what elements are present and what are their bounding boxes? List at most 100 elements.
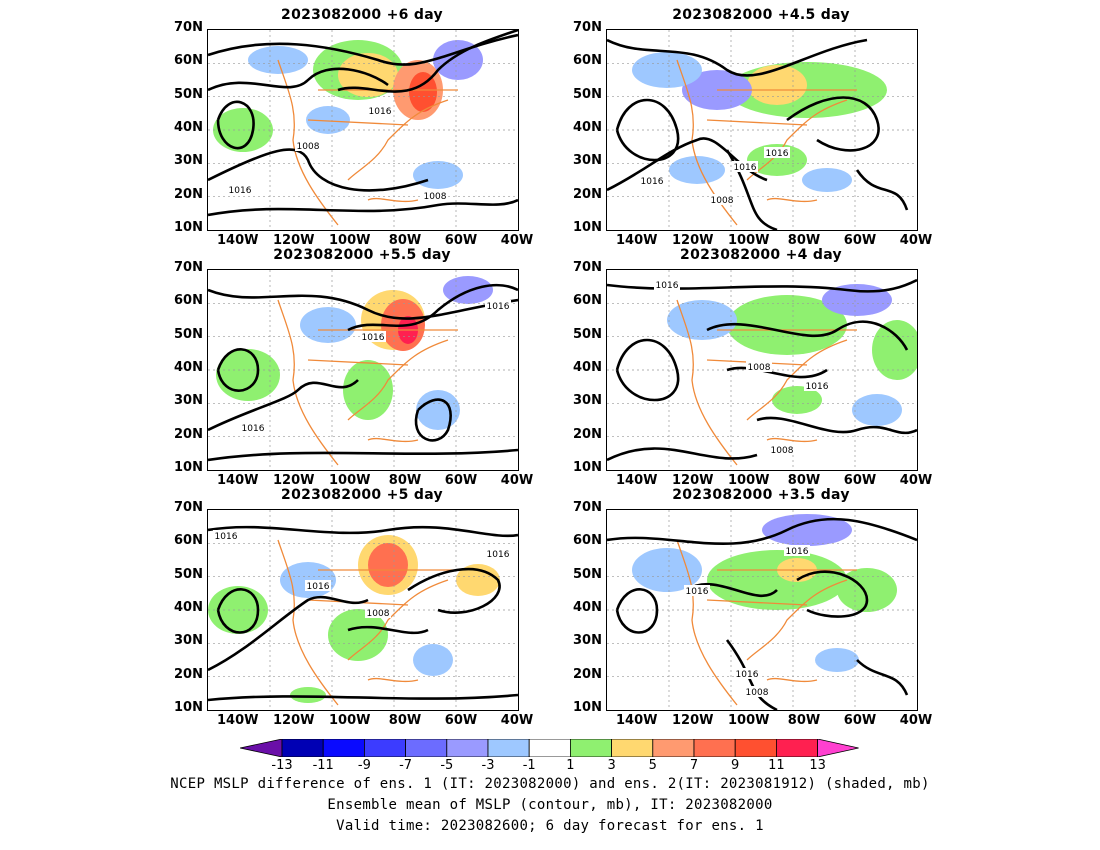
- contour-label: 1008: [367, 609, 390, 619]
- map-plot: 1016 1016 1008 1016: [208, 510, 518, 710]
- contour-label: 1016: [686, 587, 709, 597]
- mslp-contour: [347, 283, 518, 332]
- shaded-anomaly: [306, 106, 350, 134]
- map-panel: 1016 1008 1016 1008: [606, 269, 918, 471]
- shaded-anomaly: [290, 687, 326, 703]
- shaded-anomaly: [747, 65, 807, 105]
- colorbar-label: -9: [357, 758, 371, 773]
- mslp-contour: [615, 98, 680, 162]
- mslp-contour: [208, 148, 429, 192]
- contour-label: 1016: [229, 186, 252, 196]
- shaded-anomaly: [762, 514, 852, 546]
- shaded-anomaly: [343, 360, 393, 420]
- mslp-contour: [216, 100, 255, 150]
- lon-tick-label: 40W: [500, 713, 534, 728]
- contour-label: 1016: [641, 177, 664, 187]
- map-plot: 1016 1016 1016 1008: [607, 510, 917, 710]
- lon-tick-label: 140W: [217, 473, 259, 488]
- contour-label: 1016: [734, 163, 757, 173]
- lat-tick-label: 70N: [174, 500, 203, 515]
- coastline: [277, 539, 458, 706]
- lon-tick-label: 100W: [728, 473, 770, 488]
- lat-tick-label: 70N: [573, 20, 602, 35]
- mslp-contour: [726, 366, 828, 379]
- contour-label: 1016: [307, 582, 330, 592]
- shaded-anomaly: [413, 644, 453, 676]
- colorbar-label: -7: [399, 758, 413, 773]
- lat-tick-label: 50N: [573, 326, 602, 342]
- contour-label: 1008: [711, 196, 734, 206]
- lon-tick-label: 80W: [388, 233, 422, 248]
- lon-tick-label: 40W: [899, 473, 933, 488]
- lat-tick-label: 30N: [174, 153, 203, 169]
- lat-tick-label: 10N: [174, 700, 203, 715]
- lat-tick-label: 30N: [174, 393, 203, 409]
- lon-tick-label: 80W: [388, 713, 422, 728]
- map-plot: 1016 1008 1016 1008: [607, 270, 917, 470]
- lon-tick-label: 40W: [500, 473, 534, 488]
- lat-tick-label: 10N: [573, 460, 602, 475]
- map-plot: 1016 1008 1016 1008: [208, 30, 518, 230]
- colorbar-label: 1: [566, 758, 575, 773]
- contour-label: 1016: [656, 281, 679, 291]
- lon-tick-label: 120W: [672, 713, 714, 728]
- lon-tick-label: 40W: [899, 233, 933, 248]
- colorbar-swatch: [569, 739, 612, 757]
- lat-tick-label: 50N: [573, 86, 602, 102]
- mslp-contour: [208, 448, 518, 462]
- lat-tick-label: 60N: [174, 53, 203, 69]
- shaded-anomaly: [667, 300, 737, 340]
- colorbar-swatch: [281, 739, 324, 757]
- map-panel: 1016 1016 1008 1016: [207, 509, 519, 711]
- shaded-anomaly: [456, 564, 500, 596]
- lon-tick-label: 80W: [787, 233, 821, 248]
- mslp-contour: [208, 198, 518, 217]
- lon-tick-label: 120W: [273, 713, 315, 728]
- mslp-contour: [216, 588, 260, 634]
- map-panel: 1016 1016 1016 1008: [606, 29, 918, 231]
- shaded-anomaly: [852, 394, 902, 426]
- lon-tick-label: 120W: [672, 473, 714, 488]
- colorbar-swatch: [652, 739, 695, 757]
- lat-tick-label: 40N: [573, 360, 602, 375]
- shaded-anomaly: [328, 609, 388, 661]
- shaded-anomaly: [772, 386, 822, 414]
- lat-tick-label: 30N: [573, 153, 602, 169]
- lat-tick-label: 10N: [174, 220, 203, 235]
- colorbar-swatch: [322, 739, 365, 757]
- lon-tick-label: 100W: [329, 473, 371, 488]
- contour-label: 1016: [766, 149, 789, 159]
- contour-label: 1008: [297, 142, 320, 152]
- mslp-contour: [208, 693, 518, 702]
- lon-tick-label: 60W: [444, 713, 478, 728]
- shaded-anomaly: [632, 52, 702, 88]
- lon-tick-label: 140W: [217, 713, 259, 728]
- lat-tick-label: 20N: [174, 186, 203, 202]
- colorbar-swatch: [364, 739, 407, 757]
- lat-tick-label: 60N: [174, 293, 203, 309]
- lat-tick-label: 30N: [573, 393, 602, 409]
- colorbar-swatch: [446, 739, 489, 757]
- map-panel: 1016 1016 1016: [207, 269, 519, 471]
- mslp-contour: [337, 30, 518, 93]
- colorbar-swatch: [487, 739, 530, 757]
- contour-label: 1008: [424, 192, 447, 202]
- lat-tick-label: 20N: [573, 666, 602, 682]
- contour-label: 1016: [786, 547, 809, 557]
- coastline: [676, 539, 857, 706]
- lon-tick-label: 140W: [616, 233, 658, 248]
- mslp-contour: [607, 447, 758, 462]
- contour-label: 1016: [487, 302, 510, 312]
- lat-tick-label: 40N: [573, 600, 602, 615]
- lon-tick-label: 40W: [899, 713, 933, 728]
- lat-tick-label: 10N: [174, 460, 203, 475]
- contour-label: 1008: [746, 688, 769, 698]
- map-panel: 1016 1016 1016 1008: [606, 509, 918, 711]
- mslp-contour: [208, 595, 369, 672]
- colorbar-arrow-right: [817, 739, 859, 757]
- lat-tick-label: 60N: [573, 293, 602, 309]
- panel-title: 2023082000 +4 day: [680, 247, 842, 263]
- lat-tick-label: 50N: [174, 86, 203, 102]
- lon-tick-label: 100W: [728, 233, 770, 248]
- colorbar-label: -11: [312, 758, 334, 773]
